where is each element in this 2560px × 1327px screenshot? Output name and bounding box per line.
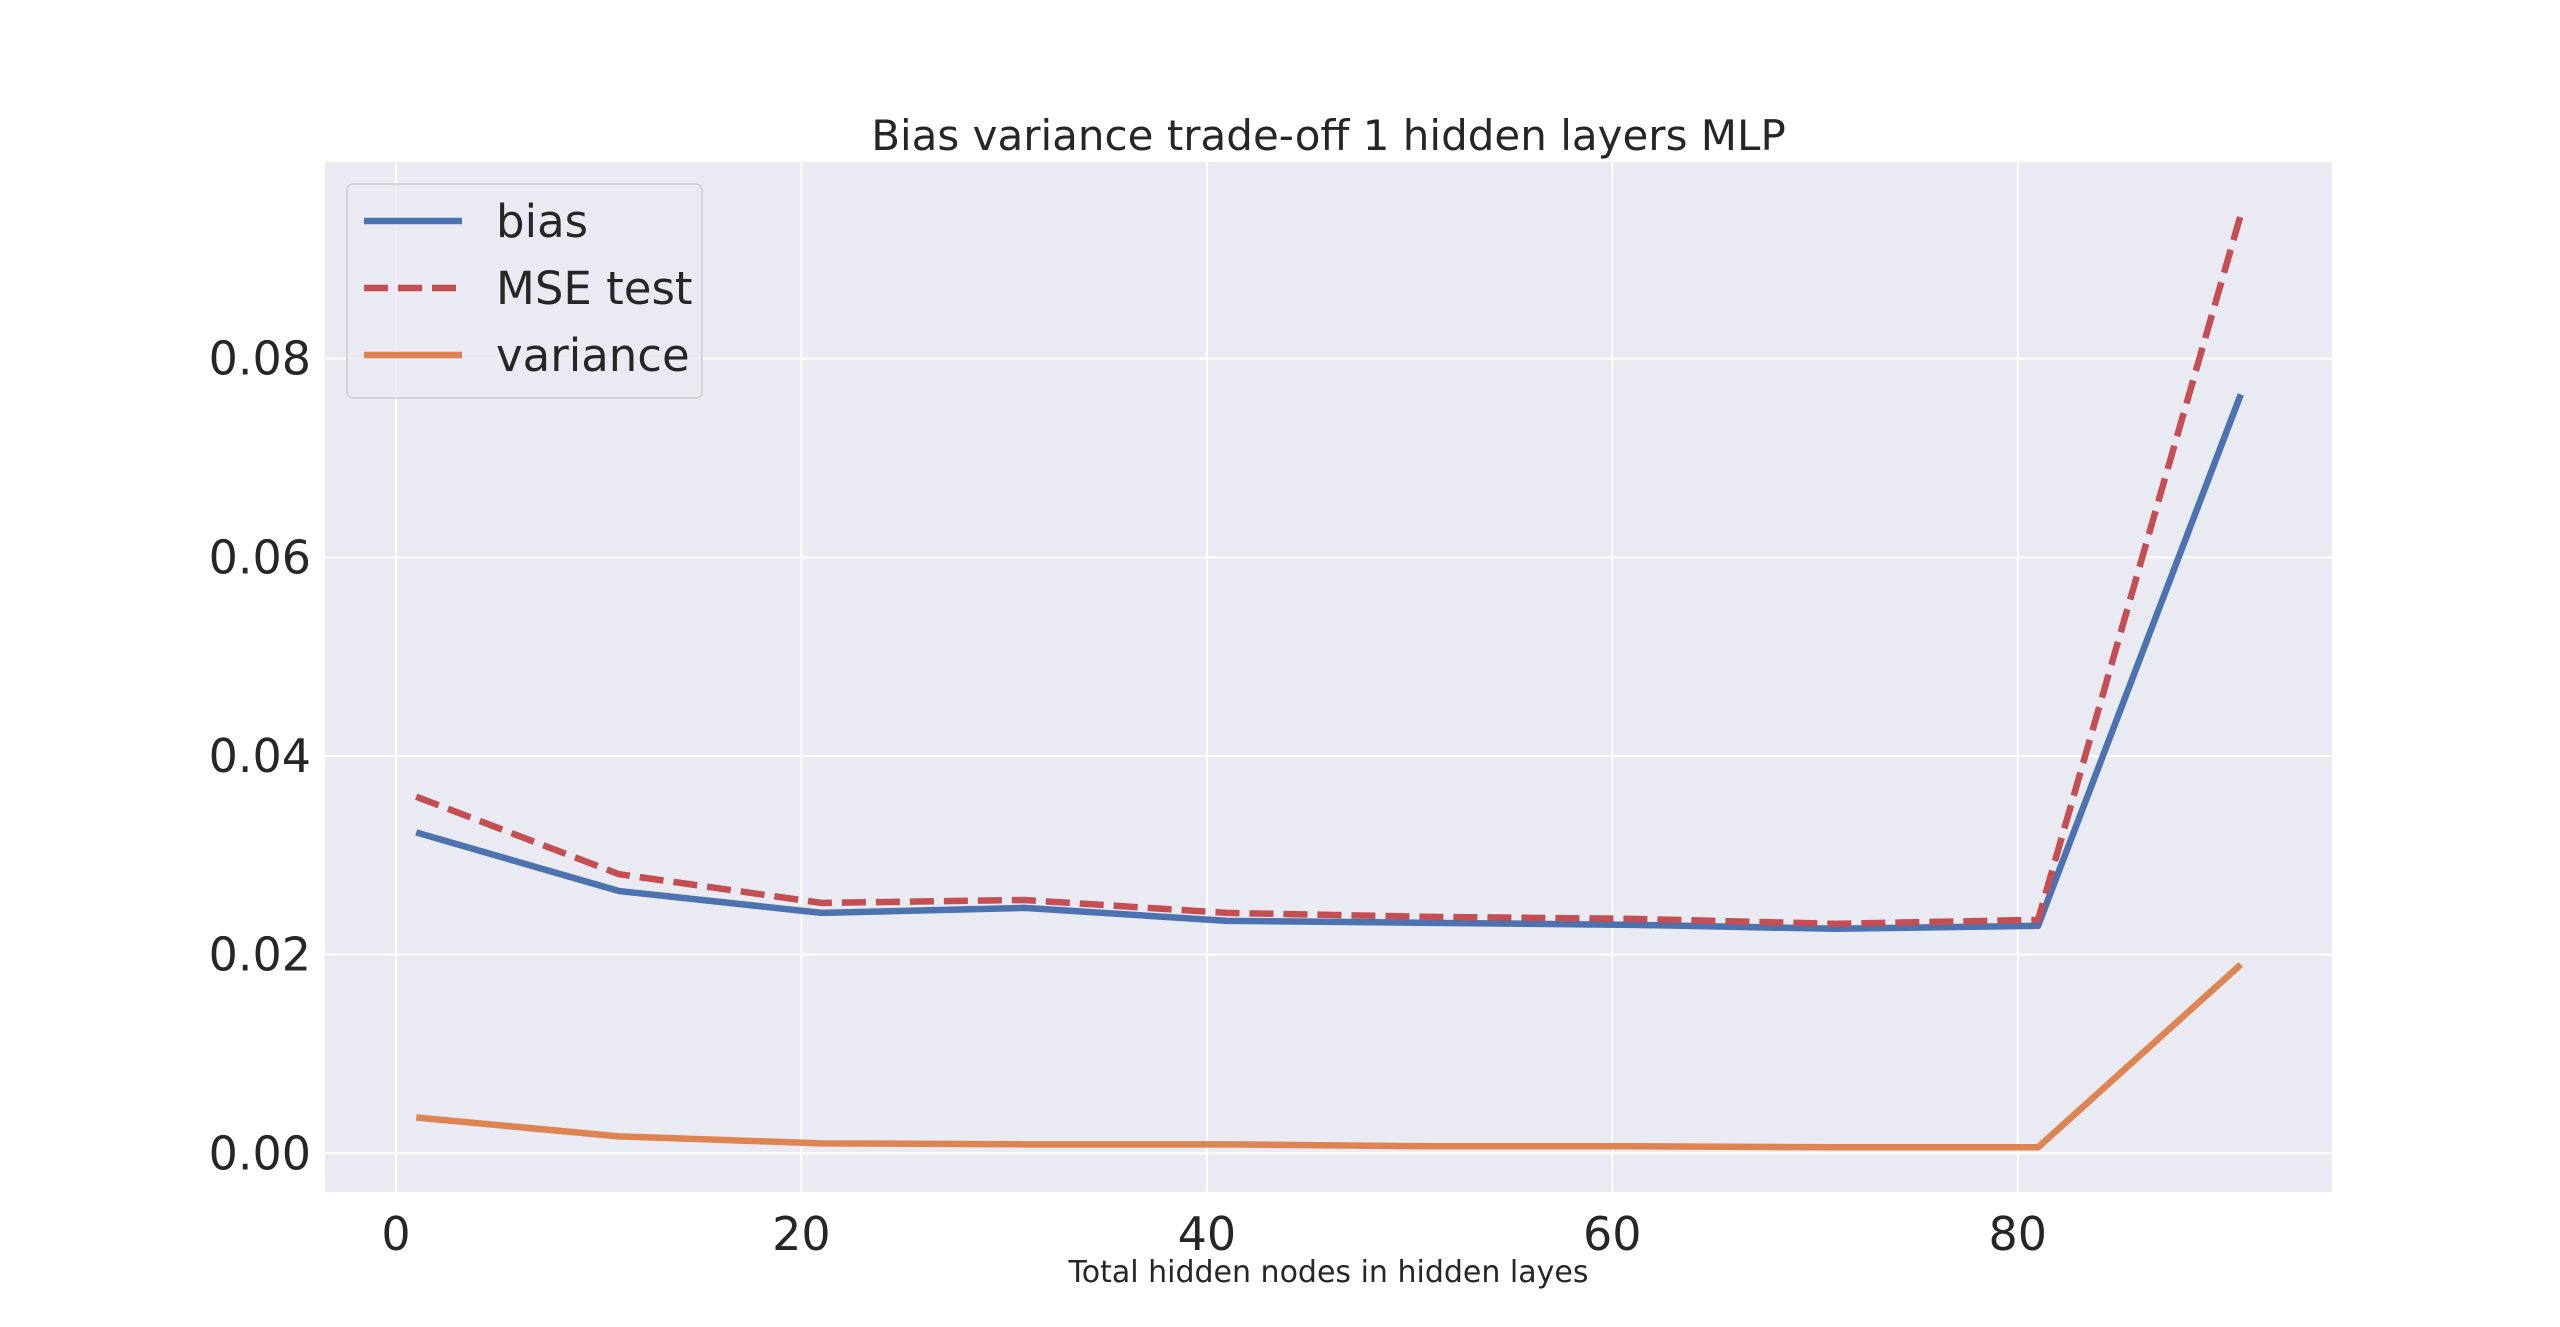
- x-tick-label: 40: [1178, 1207, 1237, 1261]
- legend-box: [346, 183, 703, 399]
- x-tick-label: 80: [1988, 1207, 2047, 1261]
- y-tick-labels: 0.00 0.02 0.04 0.06 0.08: [209, 332, 311, 1181]
- legend-label: bias: [496, 195, 588, 248]
- x-axis-label: Total hidden nodes in hidden layes: [1068, 1255, 1589, 1290]
- chart-title: Bias variance trade-off 1 hidden layers …: [871, 111, 1786, 160]
- grid: [325, 162, 2332, 1192]
- y-tick-label: 0.06: [209, 530, 311, 584]
- y-tick-label: 0.02: [209, 928, 311, 982]
- series-lines: [415, 213, 2244, 1151]
- y-tick-label: 0.08: [209, 332, 311, 386]
- x-tick-label: 20: [772, 1207, 831, 1261]
- series-line-variance: [415, 962, 2243, 1151]
- series-line-mse-test: [415, 213, 2244, 928]
- legend-label: MSE test: [496, 262, 693, 315]
- y-tick-label: 0.04: [209, 729, 311, 783]
- legend: bias MSE test variance: [346, 183, 703, 399]
- legend-label: variance: [496, 329, 690, 382]
- x-tick-label: 60: [1583, 1207, 1642, 1261]
- series-line-bias: [415, 393, 2244, 933]
- x-tick-label: 0: [381, 1207, 410, 1261]
- y-tick-label: 0.00: [209, 1126, 311, 1180]
- x-tick-labels: 0 20 40 60 80: [381, 1207, 2047, 1261]
